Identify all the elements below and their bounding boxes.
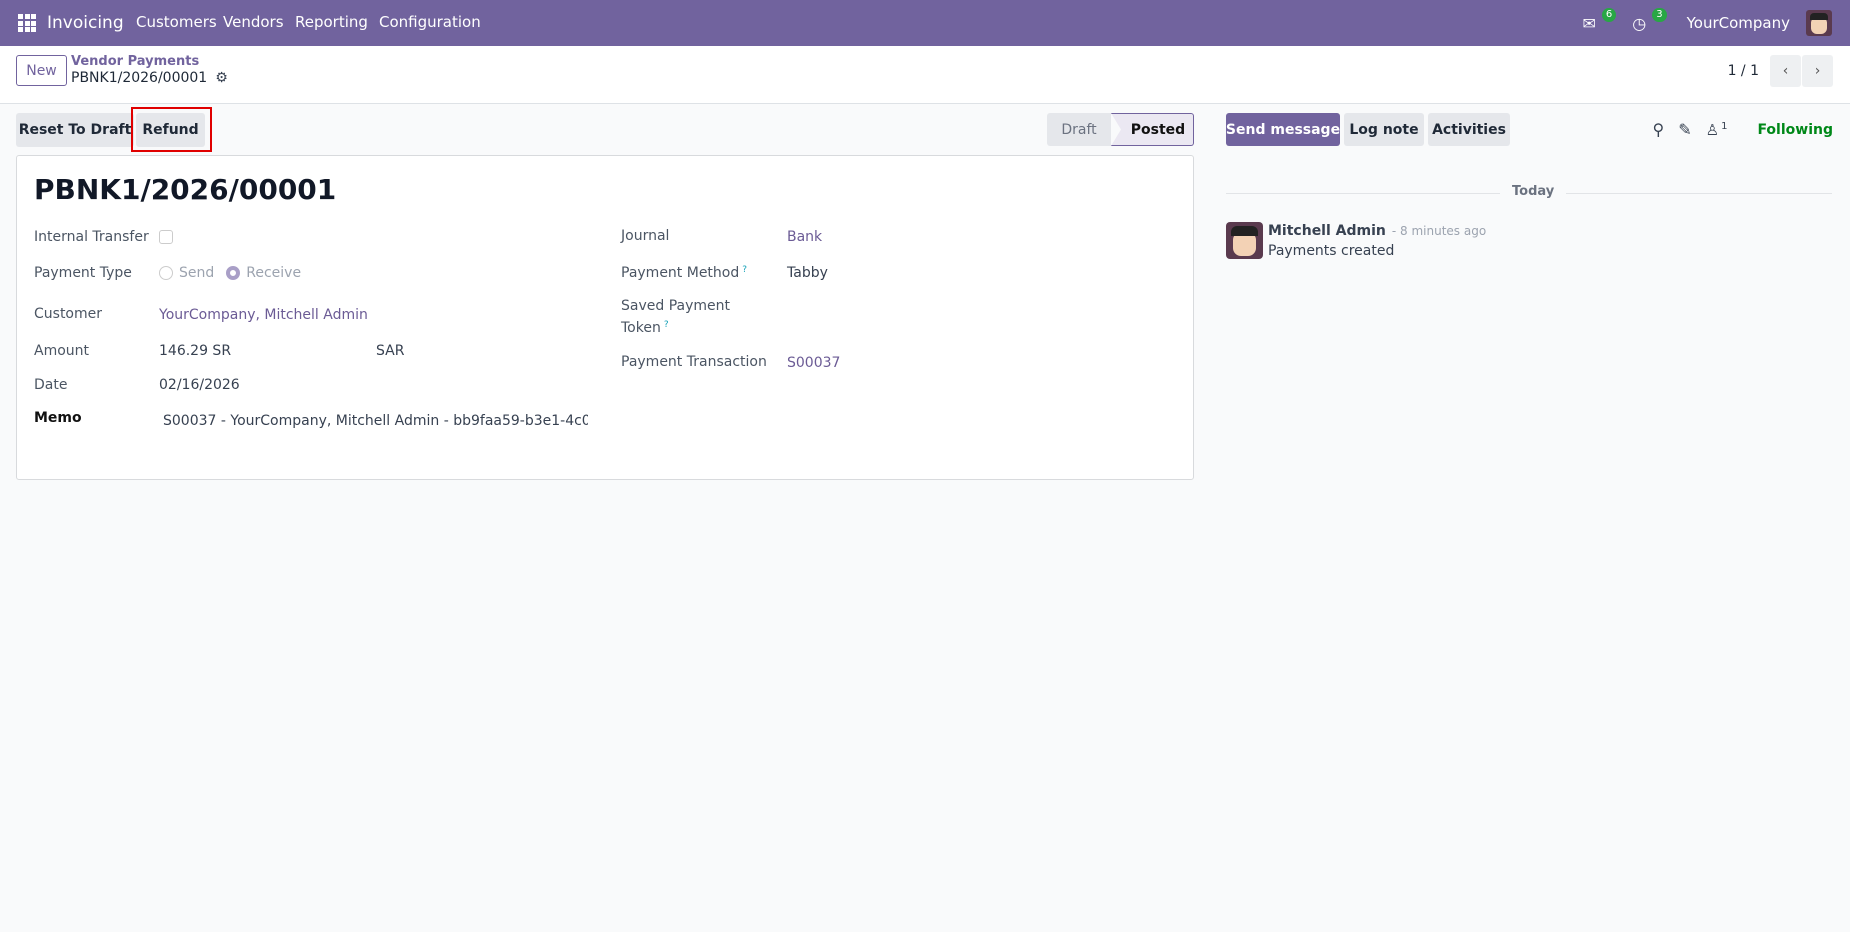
messages-icon[interactable]: ✉ (1582, 13, 1596, 33)
date-value: 02/16/2026 (159, 377, 240, 393)
followers-count: 1 (1721, 120, 1728, 132)
currency-value: SAR (376, 343, 405, 359)
author-avatar[interactable] (1226, 222, 1263, 259)
radio-receive-label: Receive (246, 265, 302, 281)
stage-draft[interactable]: Draft (1047, 113, 1111, 146)
message-time: - 8 minutes ago (1391, 224, 1487, 238)
payment-type-label: Payment Type (34, 265, 132, 281)
breadcrumb-vendor-payments[interactable]: Vendor Payments (71, 54, 200, 69)
log-note-button[interactable]: Log note (1344, 113, 1424, 146)
journal-label: Journal (621, 228, 670, 244)
statusbar: Draft Posted (1047, 113, 1194, 146)
activities-clock-icon[interactable]: ◷ (1632, 13, 1647, 33)
saved-token-label-text: Token (621, 320, 661, 336)
reset-to-draft-button[interactable]: Reset To Draft (16, 113, 134, 147)
top-navbar: Invoicing Customers Vendors Reporting Co… (0, 0, 1850, 46)
chatter-topbar-right: ⚲ ✎ ♙ 1 Following (1652, 113, 1833, 146)
activities-badge: 3 (1652, 8, 1667, 22)
internal-transfer-checkbox[interactable] (159, 230, 173, 244)
menu-configuration[interactable]: Configuration (379, 13, 481, 31)
message-header: Mitchell Admin - 8 minutes ago (1268, 223, 1486, 239)
pager-value[interactable]: 1 / 1 (1727, 63, 1759, 79)
amount-value: 146.29 SR (159, 343, 232, 359)
paperclip-icon[interactable]: ✎ (1678, 120, 1692, 139)
payment-method-label: Payment Method? (621, 265, 747, 281)
help-icon[interactable]: ? (742, 265, 748, 275)
company-switcher[interactable]: YourCompany (1686, 14, 1790, 32)
radio-receive[interactable] (226, 266, 241, 280)
payment-method-label-text: Payment Method (621, 265, 740, 281)
message-body: Payments created (1268, 243, 1395, 259)
menu-customers[interactable]: Customers (136, 13, 217, 31)
payment-transaction-label: Payment Transaction (621, 354, 767, 370)
chatter-message: Mitchell Admin - 8 minutes ago Payments … (1226, 222, 1832, 262)
saved-token-label-line1: Saved Payment (621, 298, 730, 314)
amount-label: Amount (34, 343, 90, 359)
following-button[interactable]: Following (1757, 121, 1833, 138)
breadcrumb-current: PBNK1/2026/00001 (71, 70, 208, 86)
menu-vendors[interactable]: Vendors (223, 13, 284, 31)
customer-label: Customer (34, 306, 103, 322)
new-button[interactable]: New (16, 55, 67, 86)
gear-icon[interactable]: ⚙ (215, 70, 228, 86)
stage-posted[interactable]: Posted (1111, 113, 1194, 146)
send-message-button[interactable]: Send message (1226, 113, 1340, 146)
followers-icon: ♙ (1705, 120, 1720, 139)
customer-link[interactable]: YourCompany, Mitchell Admin (159, 307, 368, 323)
saved-token-label-line2: Token? (621, 320, 669, 336)
app-name[interactable]: Invoicing (47, 13, 124, 33)
messages-badge: 6 (1601, 8, 1617, 22)
message-author[interactable]: Mitchell Admin (1268, 223, 1386, 239)
payment-type-radios: Send Receive (159, 265, 301, 281)
help-icon[interactable]: ? (663, 320, 669, 330)
form-sheet: PBNK1/2026/00001 Internal Transfer Payme… (16, 155, 1194, 480)
navbar-systray: ✉ 6 ◷ 3 YourCompany (1582, 0, 1832, 46)
journal-link[interactable]: Bank (787, 229, 823, 245)
memo-label: Memo (34, 410, 82, 426)
payment-transaction-link[interactable]: S00037 (787, 355, 841, 371)
radio-send-label: Send (179, 265, 215, 281)
date-label: Date (34, 377, 68, 393)
control-panel: New Vendor Payments PBNK1/2026/00001 ⚙ 1… (0, 46, 1850, 104)
payment-method-value: Tabby (787, 265, 828, 281)
record-title: PBNK1/2026/00001 (34, 173, 337, 206)
apps-menu-icon[interactable] (18, 14, 36, 32)
activities-button[interactable]: Activities (1428, 113, 1510, 146)
search-icon[interactable]: ⚲ (1652, 120, 1665, 139)
refund-button[interactable]: Refund (136, 113, 205, 147)
internal-transfer-label: Internal Transfer (34, 229, 149, 245)
radio-send[interactable] (159, 266, 173, 280)
pager-previous-button[interactable]: ‹ (1770, 55, 1801, 87)
menu-reporting[interactable]: Reporting (295, 13, 368, 31)
user-avatar[interactable] (1806, 10, 1832, 36)
pager: 1 / 1 ‹ › (1728, 55, 1833, 87)
refund-highlight-box (131, 107, 212, 152)
memo-value: S00037 - YourCompany, Mitchell Admin - b… (163, 413, 588, 429)
pager-next-button[interactable]: › (1802, 55, 1833, 87)
breadcrumb-current-row: PBNK1/2026/00001 ⚙ (71, 70, 228, 86)
followers-button[interactable]: ♙ 1 (1706, 121, 1728, 139)
date-separator: Today (1500, 184, 1567, 199)
